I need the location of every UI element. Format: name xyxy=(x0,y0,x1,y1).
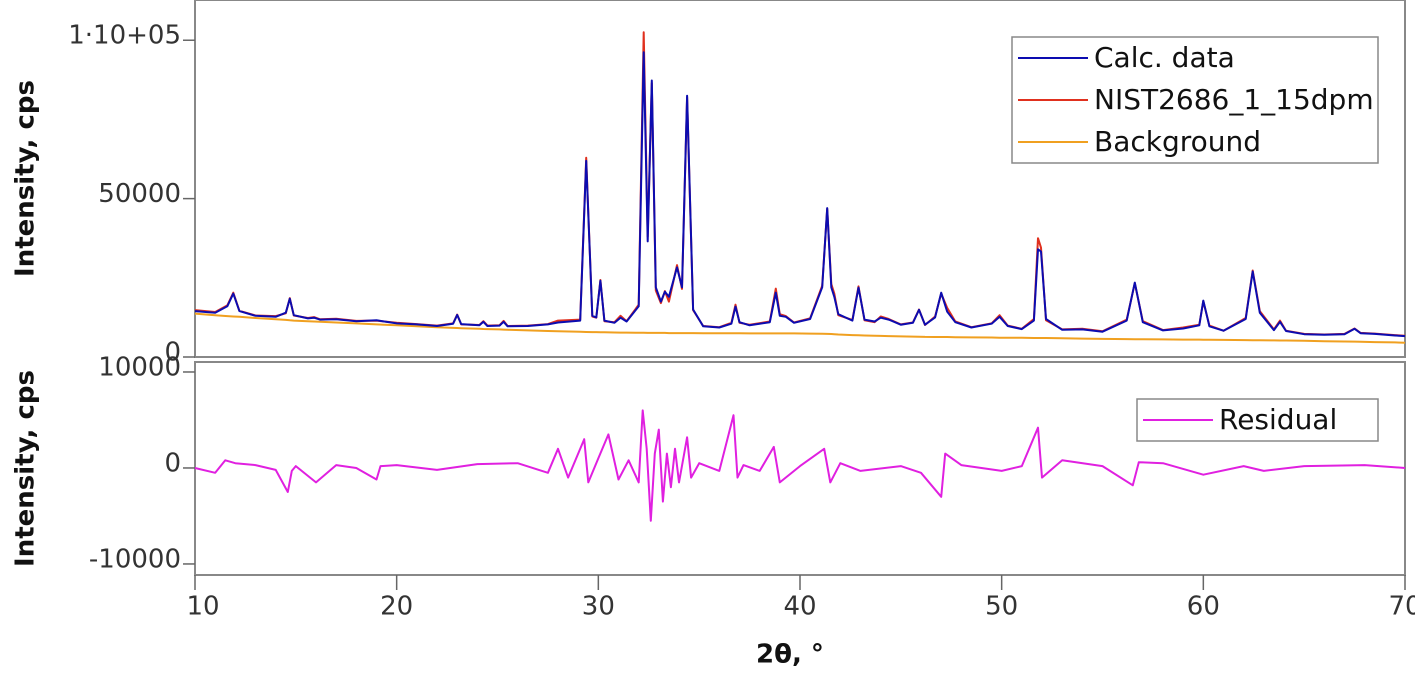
legend-label: Calc. data xyxy=(1094,41,1235,74)
x-axis-label: 2θ, ° xyxy=(756,640,824,670)
y-tick-label: 0 xyxy=(164,338,181,368)
series-line xyxy=(194,312,1406,344)
x-tick-label: 20 xyxy=(380,592,413,622)
y-axis-label: Intensity, cps xyxy=(11,370,41,567)
x-tick-label: 50 xyxy=(985,592,1018,622)
series-line xyxy=(194,409,1406,522)
legend-label: Background xyxy=(1094,125,1261,158)
y-tick-label: 0 xyxy=(164,448,181,478)
y-axis-label: Intensity, cps xyxy=(11,80,41,277)
y-tick-label: -10000 xyxy=(89,544,181,574)
legend-label: NIST2686_1_15dpm xyxy=(1094,83,1374,116)
x-tick-label: 70 xyxy=(1388,592,1415,622)
x-tick-label: 10 xyxy=(186,592,219,622)
y-tick-label: 50000 xyxy=(98,179,181,209)
y-tick-label: 1·10+05 xyxy=(68,21,181,51)
series-line xyxy=(194,51,1406,338)
legend-label: Residual xyxy=(1219,403,1337,436)
y-tick-label: 10000 xyxy=(98,352,181,382)
x-tick-label: 30 xyxy=(582,592,615,622)
x-tick-label: 60 xyxy=(1187,592,1220,622)
plot-frame xyxy=(194,0,1406,358)
x-tick-label: 40 xyxy=(783,592,816,622)
